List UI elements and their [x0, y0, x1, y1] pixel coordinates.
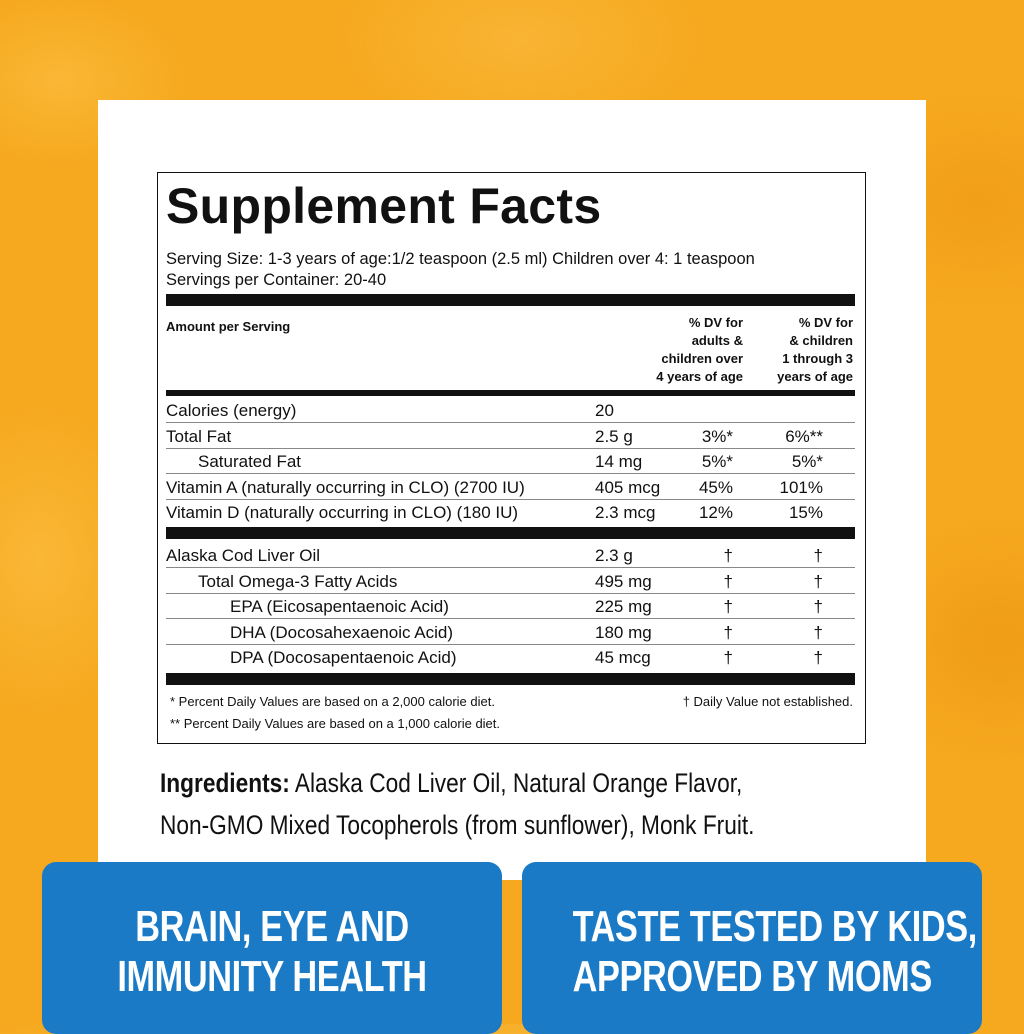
row-dv-children: † [813, 648, 823, 667]
row-amount: 180 mg [595, 622, 652, 642]
row-divider [166, 473, 855, 474]
ingredients-line-1: Alaska Cod Liver Oil, Natural Orange Fla… [294, 768, 743, 798]
thick-divider [166, 673, 855, 685]
row-name: Total Omega-3 Fatty Acids [198, 571, 398, 591]
footnote-1000: ** Percent Daily Values are based on a 1… [170, 716, 501, 731]
row-dv-adults: † [723, 571, 733, 591]
row-divider [166, 567, 855, 568]
row-name: Vitamin A (naturally occurring in CLO) (… [166, 477, 525, 497]
medium-divider [166, 390, 855, 396]
row-dv-adults: † [723, 597, 733, 616]
row-dv-children: 101% [779, 477, 823, 497]
row-amount: 14 mg [595, 452, 643, 471]
row-amount: 45 mcg [595, 648, 651, 667]
row-amount: 2.3 mcg [595, 503, 656, 522]
benefit-badge-taste: TASTE TESTED BY KIDS, APPROVED BY MOMS [522, 862, 982, 1034]
badge-line: IMMUNITY HEALTH [117, 952, 427, 1001]
badge-line: BRAIN, EYE AND [135, 902, 409, 951]
row-dv-adults: † [723, 546, 733, 565]
row-dv-adults: 12% [698, 503, 733, 522]
row-name: DPA (Docosapentaenoic Acid) [230, 648, 457, 667]
thick-divider [166, 294, 855, 306]
amount-per-serving-header: Amount per Serving [166, 319, 291, 334]
supplement-facts-panel: Supplement Facts Serving Size: 1-3 years… [157, 172, 866, 744]
row-dv-children: 6%** [785, 426, 823, 446]
row-dv-adults: 5%* [701, 452, 733, 471]
row-dv-children: † [813, 622, 823, 642]
ingredients-label: Ingredients: [160, 768, 290, 798]
row-divider [166, 643, 855, 645]
table-row: DHA (Docosahexaenoic Acid) 180 mg † † [166, 620, 855, 645]
row-name: Total Fat [166, 426, 232, 446]
footnote-2000: * Percent Daily Values are based on a 2,… [170, 694, 495, 709]
table-row: Vitamin A (naturally occurring in CLO) (… [166, 475, 855, 500]
row-dv-children: 15% [788, 503, 823, 522]
table-row: Vitamin D (naturally occurring in CLO) (… [166, 500, 855, 525]
row-dv-adults: † [723, 648, 733, 667]
facts-title: Supplement Facts [166, 178, 602, 234]
table-row: Saturated Fat 14 mg 5%* 5%* [166, 449, 855, 474]
row-name: EPA (Eicosapentaenoic Acid) [230, 597, 449, 616]
row-name: DHA (Docosahexaenoic Acid) [230, 622, 454, 642]
row-dv-children: † [813, 546, 823, 565]
row-dv-adults: † [723, 622, 733, 642]
row-dv-adults: 45% [698, 477, 733, 497]
row-amount: 405 mcg [595, 477, 661, 497]
table-row: Total Fat 2.5 g 3%* 6%** [166, 424, 855, 449]
row-amount: 20 [595, 401, 614, 420]
row-divider [166, 498, 855, 500]
footnote-dagger: † Daily Value not established. [682, 694, 853, 709]
badge-line: APPROVED BY MOMS [572, 952, 933, 1001]
row-amount: 225 mg [595, 597, 652, 616]
row-amount: 2.5 g [595, 426, 633, 446]
table-row: Calories (energy) 20 [166, 398, 855, 423]
row-dv-children: 5%* [791, 452, 823, 471]
row-name: Calories (energy) [166, 401, 297, 420]
row-divider [166, 592, 855, 594]
row-name: Alaska Cod Liver Oil [166, 546, 321, 565]
row-divider [166, 447, 855, 449]
table-row: DPA (Docosapentaenoic Acid) 45 mcg † † [166, 645, 855, 670]
thick-divider [166, 527, 855, 539]
row-divider [166, 618, 855, 619]
ingredients-text: Ingredients: Alaska Cod Liver Oil, Natur… [160, 762, 832, 846]
row-amount: 2.3 g [595, 546, 633, 565]
table-row: EPA (Eicosapentaenoic Acid) 225 mg † † [166, 594, 855, 619]
row-name: Saturated Fat [198, 452, 302, 471]
servings-per-container: Servings per Container: 20-40 [166, 271, 387, 289]
row-dv-children: † [813, 571, 823, 591]
ingredients-line-2: Non-GMO Mixed Tocopherols (from sunflowe… [160, 810, 755, 840]
row-dv-adults: 3%* [701, 426, 733, 446]
row-divider [166, 422, 855, 423]
benefit-badge-brain: BRAIN, EYE AND IMMUNITY HEALTH [42, 862, 502, 1034]
table-row: Alaska Cod Liver Oil 2.3 g † † [166, 543, 855, 568]
badge-line: TASTE TESTED BY KIDS, [572, 902, 978, 951]
row-dv-children: † [813, 597, 823, 616]
row-name: Vitamin D (naturally occurring in CLO) (… [166, 503, 519, 522]
dv-adults-header: % DV for adults & children over 4 years … [656, 315, 743, 384]
table-row: Total Omega-3 Fatty Acids 495 mg † † [166, 569, 855, 594]
dv-children-header: % DV for & children 1 through 3 years of… [777, 315, 853, 384]
row-amount: 495 mg [595, 571, 652, 591]
serving-size: Serving Size: 1-3 years of age:1/2 teasp… [166, 250, 755, 268]
serving-info: Serving Size: 1-3 years of age:1/2 teasp… [166, 249, 755, 291]
